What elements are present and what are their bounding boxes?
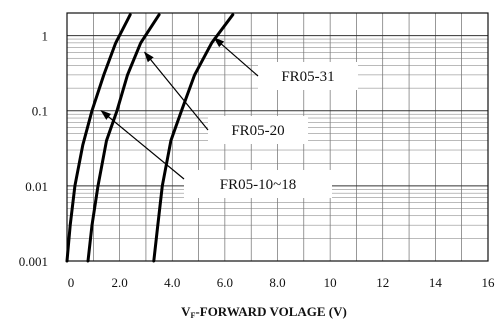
x-tick-label: 6.0 <box>217 275 233 290</box>
x-tick-label: 4.0 <box>164 275 180 290</box>
annotation-arrow <box>100 110 185 180</box>
annotation-box <box>208 116 308 144</box>
x-axis-title: VF-FORWARD VOLAGE (V) <box>181 304 347 320</box>
series-label: FR05-10~18 <box>220 177 296 193</box>
x-tick-label: 14 <box>429 275 443 290</box>
series-label: FR05-20 <box>231 123 284 139</box>
y-tick-label: 0.001 <box>19 254 48 269</box>
x-tick-label: 12 <box>376 275 389 290</box>
x-tick-label: 8.0 <box>269 275 285 290</box>
annotation-box <box>184 170 332 198</box>
x-tick-label: 10 <box>324 275 337 290</box>
annotation-box <box>258 62 358 90</box>
tick-labels: 0 2.0 4.0 6.0 8.0 10 12 14 16 0.001 0.01 0.1 1 <box>19 29 495 290</box>
y-tick-label: 0.01 <box>25 179 48 194</box>
x-tick-label: 16 <box>482 275 496 290</box>
y-tick-label: 0.1 <box>32 104 48 119</box>
series-label: FR05-31 <box>281 69 334 85</box>
plot-frame <box>66 12 489 262</box>
series-line <box>86 13 161 263</box>
series-line <box>152 13 235 263</box>
x-tick-label: 0 <box>68 275 75 290</box>
series-lines <box>65 13 235 263</box>
y-tick-label: 1 <box>42 29 49 44</box>
annotation-arrow <box>213 37 259 77</box>
series-line <box>65 13 132 263</box>
x-tick-label: 2.0 <box>112 275 128 290</box>
annotations: FR05-31 FR05-20 FR05-10~18 <box>100 37 358 198</box>
grid <box>67 12 488 261</box>
annotation-arrow <box>143 51 209 131</box>
